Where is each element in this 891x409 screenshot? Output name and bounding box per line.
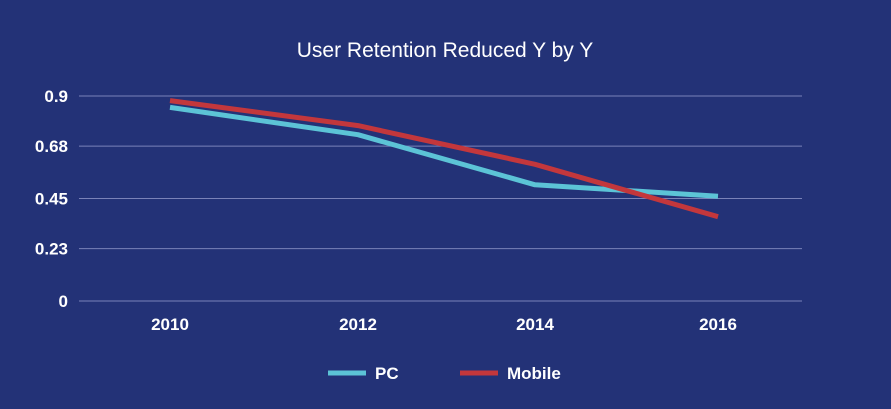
legend-label-pc: PC [375, 364, 399, 383]
y-tick-label: 0.23 [35, 240, 68, 259]
x-axis-ticks: 2010 2012 2014 2016 [151, 315, 737, 334]
legend-label-mobile: Mobile [507, 364, 561, 383]
chart-title: User Retention Reduced Y by Y [297, 39, 594, 62]
series-lines [169, 98, 719, 220]
y-tick-label: 0.45 [35, 190, 68, 209]
series-line-mobile [169, 98, 719, 220]
y-tick-label: 0.9 [44, 87, 68, 106]
x-tick-label: 2014 [516, 315, 554, 334]
gridlines [79, 95, 802, 302]
x-tick-label: 2016 [699, 315, 737, 334]
y-tick-label: 0.68 [35, 137, 68, 156]
series-line-pc [169, 104, 719, 199]
x-tick-label: 2010 [151, 315, 189, 334]
y-axis-ticks: 0.9 0.68 0.45 0.23 0 [35, 87, 68, 311]
x-tick-label: 2012 [339, 315, 377, 334]
legend: PC Mobile [328, 364, 561, 383]
y-tick-label: 0 [59, 292, 68, 311]
